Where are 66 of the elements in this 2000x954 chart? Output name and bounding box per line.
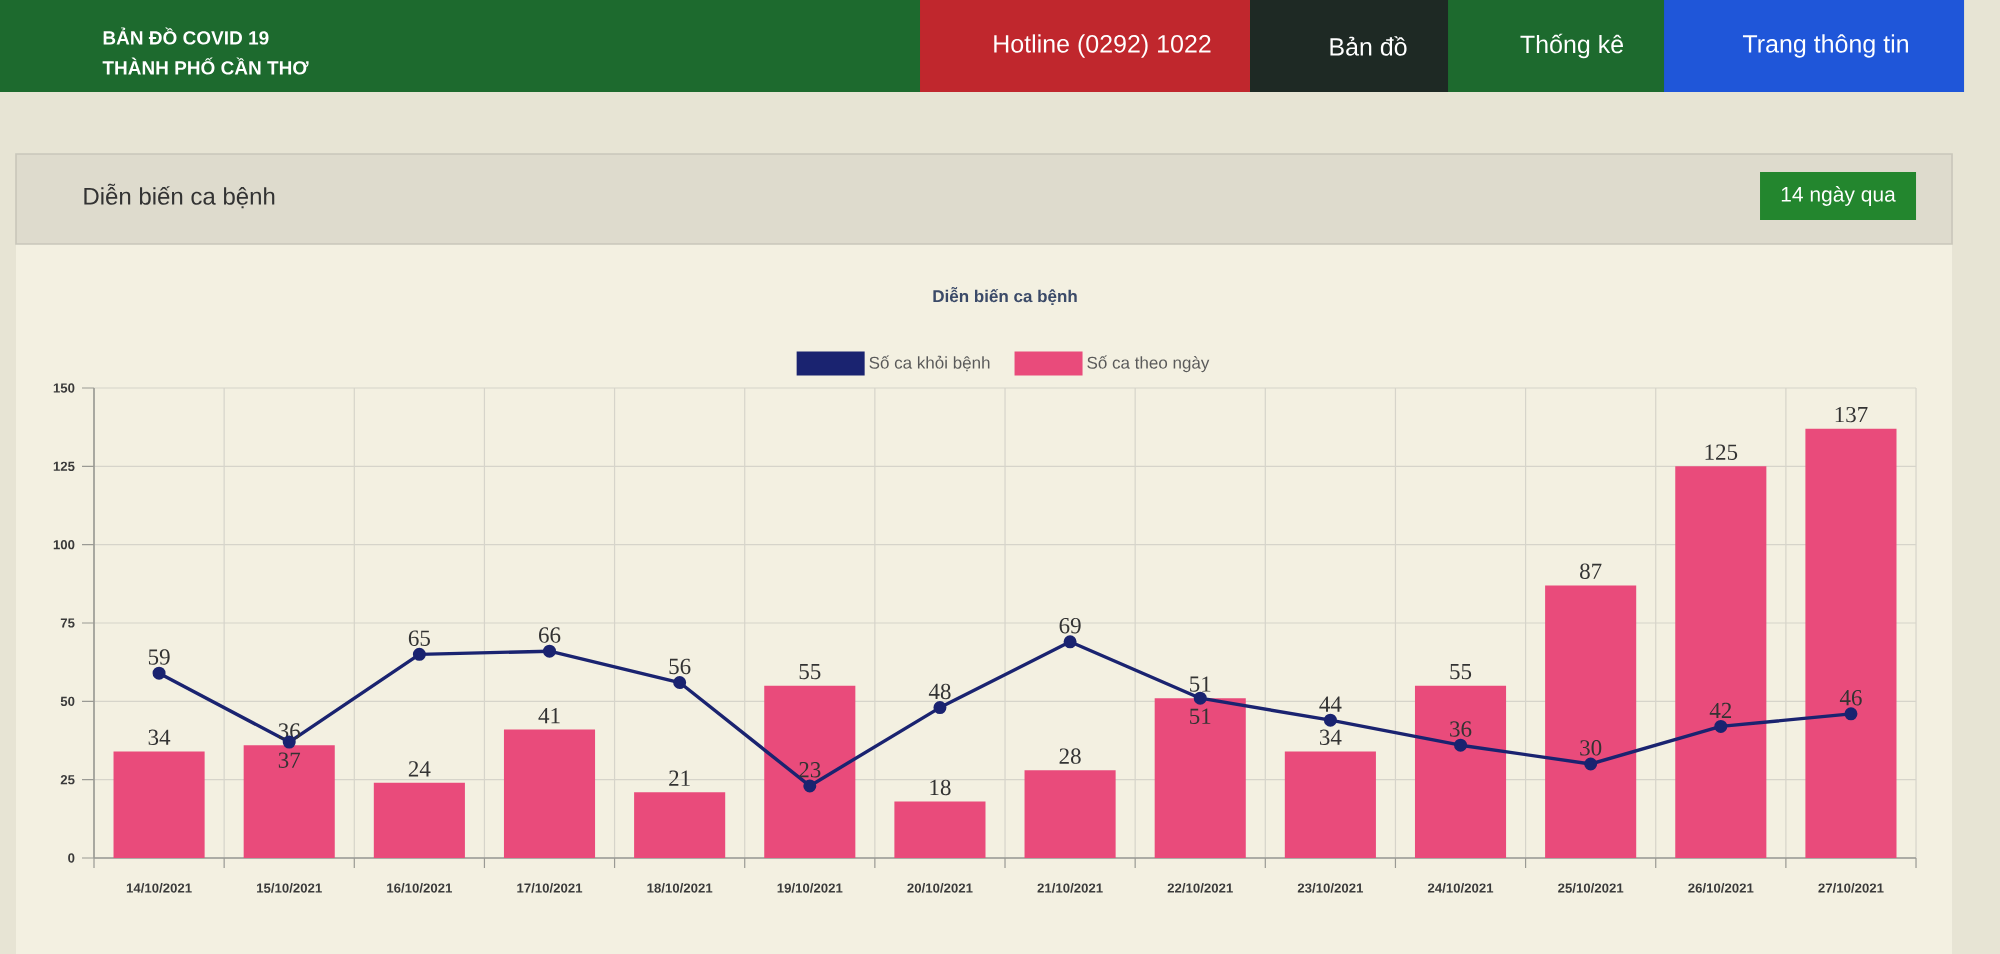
data-label: 69 xyxy=(1059,617,1081,634)
point xyxy=(1063,635,1077,649)
bar xyxy=(1414,685,1507,858)
point xyxy=(152,666,166,680)
point xyxy=(1844,707,1858,721)
bar xyxy=(503,729,596,858)
data-label: 34 xyxy=(148,729,171,746)
data-label: 24 xyxy=(408,761,431,777)
data-label: 36 xyxy=(1450,721,1472,737)
legend-label: Số ca khỏi bệnh xyxy=(869,355,990,372)
data-label: 28 xyxy=(1059,748,1081,764)
bar xyxy=(1675,466,1767,858)
chart-title: Diễn biến ca bệnh xyxy=(933,287,1077,306)
data-label: 87 xyxy=(1580,563,1602,579)
bar xyxy=(1024,770,1116,858)
text: THÀNH PHỐ CẦN THƠ xyxy=(102,57,309,75)
data-label: 23 xyxy=(799,762,821,778)
data-label: 36 xyxy=(278,723,301,739)
data-label: 48 xyxy=(928,683,951,700)
bar xyxy=(764,685,856,858)
data-label: 21 xyxy=(669,770,690,786)
bar xyxy=(1545,585,1637,858)
data-label: 44 xyxy=(1319,696,1342,712)
data-label: 55 xyxy=(799,663,821,680)
data-label: 66 xyxy=(539,627,561,643)
data-label: 125 xyxy=(1705,444,1738,460)
point xyxy=(412,647,426,661)
data-label: 59 xyxy=(148,649,170,665)
data-label: 18 xyxy=(930,779,951,796)
text: Diễn biến ca bệnh xyxy=(84,183,275,209)
bar xyxy=(1284,751,1376,858)
point xyxy=(803,779,817,793)
point xyxy=(1714,719,1728,733)
point xyxy=(1323,713,1337,727)
data-label: 42 xyxy=(1709,702,1732,718)
legend-label: Số ca theo ngày xyxy=(1087,355,1210,373)
data-label: 51 xyxy=(1190,676,1211,692)
data-label: 41 xyxy=(538,707,560,724)
text: Bản đồ xyxy=(1330,36,1407,56)
point xyxy=(1584,757,1598,771)
text: Hotline (0292) 1022 xyxy=(994,34,1211,58)
point xyxy=(1454,738,1468,752)
point xyxy=(933,701,947,715)
data-label: 51 xyxy=(1190,708,1211,724)
bar xyxy=(1154,698,1246,858)
data-label: 65 xyxy=(408,630,430,646)
text: 14 ngày qua xyxy=(1781,186,1896,206)
bar xyxy=(634,792,726,858)
data-label: 30 xyxy=(1580,740,1602,756)
bar xyxy=(113,751,205,858)
bar xyxy=(243,745,335,858)
text: Trang thông tin xyxy=(1742,34,1908,58)
text: Thống kê xyxy=(1520,33,1623,59)
point xyxy=(1193,691,1207,705)
bar xyxy=(373,782,465,858)
point xyxy=(543,644,556,658)
text: BẢN ĐỒ COVID 19 xyxy=(103,27,269,45)
point xyxy=(673,676,687,690)
data-label: 137 xyxy=(1835,406,1868,423)
data-label: 34 xyxy=(1319,729,1342,746)
data-label: 46 xyxy=(1839,690,1862,706)
bar xyxy=(894,801,986,858)
data-label: 37 xyxy=(278,752,301,768)
bar xyxy=(1805,428,1897,858)
data-label: 56 xyxy=(669,658,691,675)
data-label: 55 xyxy=(1450,663,1472,680)
